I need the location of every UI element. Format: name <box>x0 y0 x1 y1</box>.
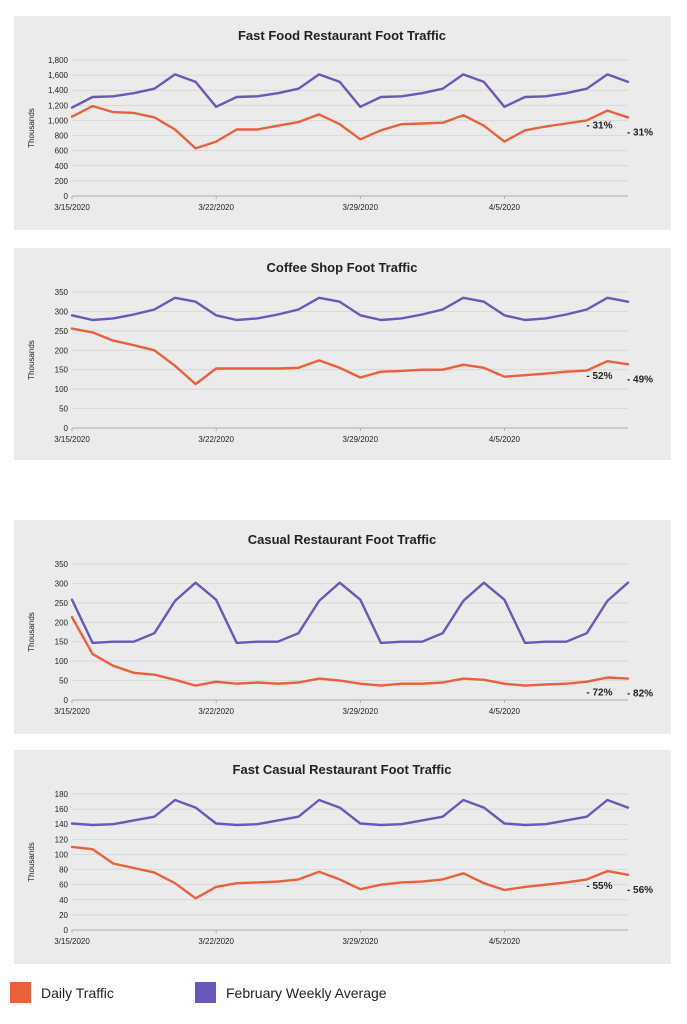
chart-3-ytick-label: 160 <box>55 805 69 814</box>
chart-1-ytick-label: 200 <box>55 346 69 355</box>
chart-2-ytick-label: 200 <box>55 618 69 627</box>
chart-0-ytick-label: 400 <box>55 162 69 171</box>
chart-3-xtick-label: 3/29/2020 <box>342 937 378 946</box>
chart-panel-coffee-shop: Coffee Shop Foot Traffic Thousands 0 50 100 1… <box>14 248 671 460</box>
legend-item-daily: Daily Traffic <box>10 982 114 1003</box>
chart-1-ytick-label: 250 <box>55 327 69 336</box>
chart-coffee-shop: Coffee Shop Foot Traffic Thousands 0 50 100 1… <box>27 260 653 444</box>
chart-0-ytick-label: 1,400 <box>48 86 69 95</box>
chart-panel-fast-casual: Fast Casual Restaurant Foot Traffic Thous… <box>14 750 671 964</box>
chart-2-series-february-line <box>70 581 630 645</box>
chart-3-ytick-label: 120 <box>55 835 69 844</box>
chart-2-xtick-label: 4/5/2020 <box>489 707 521 716</box>
chart-1-title: Coffee Shop Foot Traffic <box>267 260 418 275</box>
legend: Daily Traffic February Weekly Average <box>10 982 670 1010</box>
chart-0-ytick-label: 1,200 <box>48 101 69 110</box>
chart-2-ytick-label: 250 <box>55 599 69 608</box>
chart-1-ytick-label: 0 <box>64 424 69 433</box>
chart-2-ytick-label: 0 <box>64 696 69 705</box>
chart-1-ytick-label: 100 <box>55 385 69 394</box>
chart-1-series-february-line <box>70 296 630 322</box>
chart-2-ytick-label: 50 <box>59 677 68 686</box>
chart-1-xtick-label: 4/5/2020 <box>489 435 521 444</box>
legend-label-daily: Daily Traffic <box>41 984 114 1001</box>
chart-3-ytick-label: 40 <box>59 896 68 905</box>
chart-3-ylabel: Thousands <box>27 842 36 882</box>
chart-3-xtick-label: 4/5/2020 <box>489 937 521 946</box>
chart-0-series-february-line <box>70 73 630 109</box>
chart-3-title: Fast Casual Restaurant Foot Traffic <box>233 762 452 777</box>
chart-fast-food: Fast Food Restaurant Foot Traffic Thousan… <box>27 28 653 212</box>
chart-1-series-daily-line <box>70 327 630 386</box>
chart-0-ytick-label: 600 <box>55 147 69 156</box>
chart-0-annotation: - 31% <box>586 121 612 132</box>
chart-3-ytick-label: 20 <box>59 911 68 920</box>
legend-swatch-daily <box>10 982 31 1003</box>
chart-1-annotation: - 52% <box>586 371 612 382</box>
chart-0-series-daily-line <box>70 104 630 150</box>
chart-3-series-february-line <box>70 798 630 827</box>
chart-0-xtick-label: 3/15/2020 <box>54 203 90 212</box>
chart-0-xtick-label: 4/5/2020 <box>489 203 521 212</box>
chart-1-xtick-label: 3/29/2020 <box>342 435 378 444</box>
chart-2-xtick-label: 3/29/2020 <box>342 707 378 716</box>
legend-label-february: February Weekly Average <box>226 984 387 1001</box>
chart-panel-fast-food: Fast Food Restaurant Foot Traffic Thousan… <box>14 16 671 230</box>
chart-3-ytick-label: 60 <box>59 881 68 890</box>
chart-2-xtick-label: 3/22/2020 <box>198 707 234 716</box>
chart-2-ylabel: Thousands <box>27 612 36 652</box>
chart-2-xtick-label: 3/15/2020 <box>54 707 90 716</box>
chart-2-ytick-label: 300 <box>55 579 69 588</box>
chart-0-annotation: - 31% <box>627 127 653 138</box>
chart-0-ytick-label: 0 <box>64 192 69 201</box>
chart-3-xtick-label: 3/15/2020 <box>54 937 90 946</box>
chart-1-xtick-label: 3/22/2020 <box>198 435 234 444</box>
chart-3-ytick-label: 0 <box>64 926 69 935</box>
chart-3-ytick-label: 180 <box>55 790 69 799</box>
chart-0-ytick-label: 800 <box>55 132 69 141</box>
chart-0-ytick-label: 1,800 <box>48 56 69 65</box>
chart-panel-casual-restaurant: Casual Restaurant Foot Traffic Thousands 0… <box>14 520 671 734</box>
chart-0-ytick-label: 200 <box>55 177 69 186</box>
chart-3-series-daily-line <box>70 845 630 900</box>
chart-1-ytick-label: 50 <box>59 405 68 414</box>
chart-2-ytick-label: 150 <box>55 638 69 647</box>
chart-2-annotation: - 72% <box>586 687 612 698</box>
chart-0-xtick-label: 3/29/2020 <box>342 203 378 212</box>
chart-casual-restaurant: Casual Restaurant Foot Traffic Thousands 0… <box>27 532 653 716</box>
chart-3-annotation: - 56% <box>627 885 653 896</box>
chart-2-ytick-label: 100 <box>55 657 69 666</box>
chart-1-ytick-label: 350 <box>55 288 69 297</box>
chart-2-annotation: - 82% <box>627 689 653 700</box>
chart-2-title: Casual Restaurant Foot Traffic <box>248 532 437 547</box>
chart-1-ytick-label: 150 <box>55 366 69 375</box>
chart-3-xtick-label: 3/22/2020 <box>198 937 234 946</box>
chart-fast-casual: Fast Casual Restaurant Foot Traffic Thous… <box>27 762 653 946</box>
chart-3-ytick-label: 80 <box>59 866 68 875</box>
chart-2-series-daily-line <box>70 615 630 687</box>
chart-0-title: Fast Food Restaurant Foot Traffic <box>238 28 446 43</box>
chart-0-ylabel: Thousands <box>27 108 36 148</box>
legend-swatch-february <box>195 982 216 1003</box>
chart-0-xtick-label: 3/22/2020 <box>198 203 234 212</box>
legend-item-february: February Weekly Average <box>195 982 387 1003</box>
chart-1-xtick-label: 3/15/2020 <box>54 435 90 444</box>
chart-3-annotation: - 55% <box>586 881 612 892</box>
chart-3-ytick-label: 140 <box>55 820 69 829</box>
chart-0-ytick-label: 1,600 <box>48 71 69 80</box>
chart-0-ytick-label: 1,000 <box>48 116 69 125</box>
chart-2-ytick-label: 350 <box>55 560 69 569</box>
chart-1-annotation: - 49% <box>627 374 653 385</box>
chart-1-ytick-label: 300 <box>55 307 69 316</box>
chart-3-ytick-label: 100 <box>55 850 69 859</box>
chart-1-ylabel: Thousands <box>27 340 36 380</box>
